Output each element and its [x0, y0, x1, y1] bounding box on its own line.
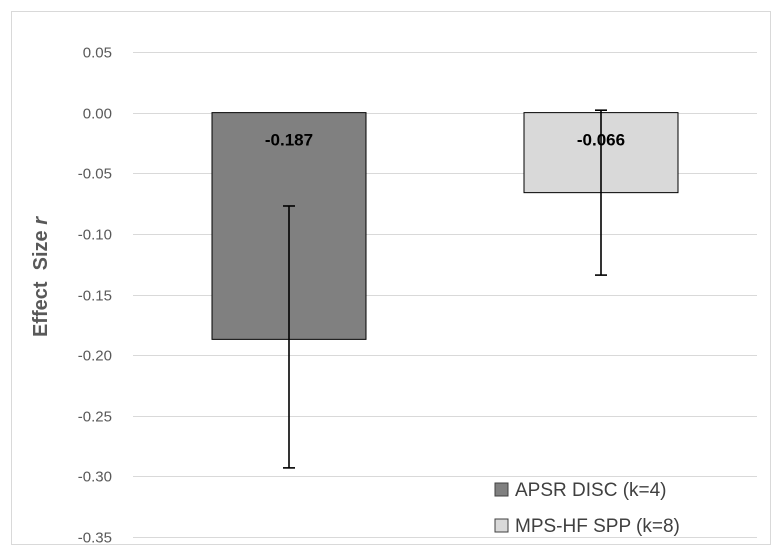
y-tick-label: -0.05 — [78, 166, 112, 183]
data-labels: -0.187 -0.066 — [265, 131, 625, 150]
legend-entry: APSR DISC (k=4) — [515, 480, 667, 501]
legend: APSR DISC (k=4) MPS-HF SPP (k=8) — [494, 480, 680, 537]
y-tick-label: -0.35 — [78, 530, 112, 545]
y-tick-label: -0.10 — [78, 227, 112, 244]
y-axis-ticks: 0.05 0.00 -0.05 -0.10 -0.15 -0.20 -0.25 -0.30 -0… — [78, 45, 112, 545]
error-bar — [283, 205, 295, 469]
legend-swatch — [494, 482, 509, 497]
y-tick-label: -0.20 — [78, 348, 112, 365]
error-bars — [283, 109, 607, 469]
y-tick-label: 0.05 — [83, 45, 112, 62]
y-axis-label: Effect Size r — [30, 216, 52, 337]
chart-frame — [11, 11, 771, 545]
y-tick-label: -0.15 — [78, 288, 112, 305]
data-label: -0.187 — [265, 131, 313, 150]
error-bar — [595, 109, 607, 276]
data-label: -0.066 — [577, 131, 625, 150]
legend-swatch — [494, 518, 509, 533]
y-tick-label: -0.25 — [78, 409, 112, 426]
y-tick-label: 0.00 — [83, 106, 112, 123]
bars — [211, 112, 679, 340]
y-tick-label: -0.30 — [78, 469, 112, 486]
legend-entry: MPS-HF SPP (k=8) — [515, 516, 680, 537]
